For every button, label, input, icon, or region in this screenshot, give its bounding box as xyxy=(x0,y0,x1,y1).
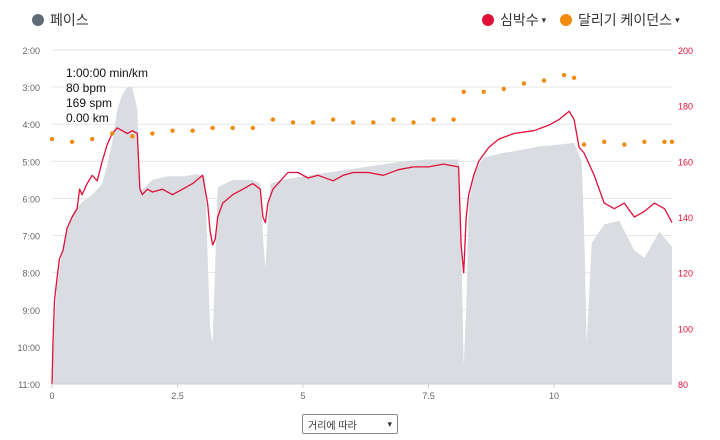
legend-heart-rate-label: 심박수 xyxy=(500,12,539,28)
chevron-down-icon: ▾ xyxy=(541,14,547,25)
y-left-tick-label: 7:00 xyxy=(22,232,40,242)
cadence-point xyxy=(150,131,155,136)
cadence-point xyxy=(351,120,356,125)
cadence-point xyxy=(662,139,667,144)
heart-rate-path xyxy=(51,110,673,385)
legend-pace-marker xyxy=(32,14,44,26)
cadence-point xyxy=(69,139,75,144)
x-tick-label: 5 xyxy=(301,391,306,401)
cadence-point xyxy=(130,134,135,139)
y-right-tick-label: 120 xyxy=(678,269,693,279)
cadence-point xyxy=(230,125,235,131)
legend-cadence-label: 달리기 케이던스 xyxy=(578,12,673,28)
y-left-tick-label: 5:00 xyxy=(22,157,40,167)
cadence-point xyxy=(521,81,527,86)
cadence-point xyxy=(622,142,627,147)
cadence-point xyxy=(190,128,195,133)
legend-heart-rate[interactable]: 심박수 ▾ xyxy=(482,10,546,30)
y-left-tick-label: 4:00 xyxy=(22,120,40,130)
y-right-tick-label: 200 xyxy=(678,46,693,56)
cadence-point xyxy=(461,89,466,95)
legend-pace-label: 페이스 xyxy=(50,12,89,28)
legend-heart-rate-marker xyxy=(482,14,494,26)
cadence-point xyxy=(49,136,55,142)
cadence-point xyxy=(541,78,547,83)
cadence-point xyxy=(330,117,336,122)
cadence-point xyxy=(371,120,376,125)
y-right-tick-label: 160 xyxy=(678,157,693,167)
cadence-point xyxy=(90,136,95,142)
cadence-point xyxy=(170,128,175,133)
hover-tooltip: 1:00:00 min/km 80 bpm 169 spm 0.00 km xyxy=(66,66,148,126)
cadence-point xyxy=(642,139,647,144)
y-left-tick-label: 2:00 xyxy=(22,46,40,56)
tooltip-distance: 0.00 km xyxy=(66,111,109,125)
pace-area xyxy=(52,87,672,384)
chevron-down-icon: ▾ xyxy=(675,14,680,25)
tooltip-heart-rate: 80 bpm xyxy=(66,81,107,95)
chevron-down-icon: ▾ xyxy=(387,418,392,429)
cadence-point xyxy=(431,117,436,122)
cadence-point xyxy=(561,72,567,78)
y-left-tick-label: 9:00 xyxy=(22,306,40,316)
cadence-point xyxy=(210,125,215,131)
cadence-point xyxy=(270,117,276,122)
legend-cadence[interactable]: 달리기 케이던스 ▾ xyxy=(560,10,680,30)
x-tick-label: 7.5 xyxy=(422,391,435,401)
tooltip-pace: 1:00:00 min/km xyxy=(66,66,149,80)
y-left-tick-label: 6:00 xyxy=(22,194,40,204)
cadence-point xyxy=(481,89,486,95)
y-right-tick-label: 80 xyxy=(678,380,688,390)
axes: 2:00 3:00 4:00 5:00 6:00 7:00 8:00 9:00 10:00 11:… xyxy=(17,46,693,401)
tooltip-cadence: 169 spm xyxy=(66,96,113,110)
x-axis-mode-value: 거리에 따라 xyxy=(308,420,357,432)
legend-pace[interactable]: 페이스 xyxy=(32,10,89,30)
cadence-point xyxy=(451,117,456,122)
cadence-point xyxy=(110,131,115,136)
y-left-tick-label: 11:00 xyxy=(18,380,40,390)
cadence-point xyxy=(571,75,577,81)
cadence-point xyxy=(290,120,296,125)
legend-cadence-marker xyxy=(560,14,572,26)
cadence-points xyxy=(49,72,675,147)
pace-area-path xyxy=(52,87,672,384)
y-left-tick-label: 10:00 xyxy=(17,343,40,353)
x-tick-label: 2.5 xyxy=(171,391,184,401)
y-left-tick-label: 8:00 xyxy=(22,269,40,279)
cadence-point xyxy=(411,120,416,125)
y-left-tick-label: 3:00 xyxy=(22,83,40,93)
cadence-point xyxy=(602,139,607,144)
x-axis-mode-select[interactable]: 거리에 따라 ▾ xyxy=(302,414,398,434)
cadence-point xyxy=(391,117,396,122)
x-tick-label: 10 xyxy=(549,391,559,401)
cadence-point xyxy=(501,86,506,92)
y-right-tick-label: 100 xyxy=(678,324,693,334)
cadence-point xyxy=(581,142,587,147)
cadence-point xyxy=(310,120,316,125)
y-right-tick-label: 140 xyxy=(678,213,693,223)
x-tick-label: 0 xyxy=(49,391,54,401)
cadence-point xyxy=(250,125,255,131)
y-right-tick-label: 180 xyxy=(678,102,693,112)
heart-rate-line xyxy=(51,110,673,385)
cadence-point xyxy=(669,139,675,144)
